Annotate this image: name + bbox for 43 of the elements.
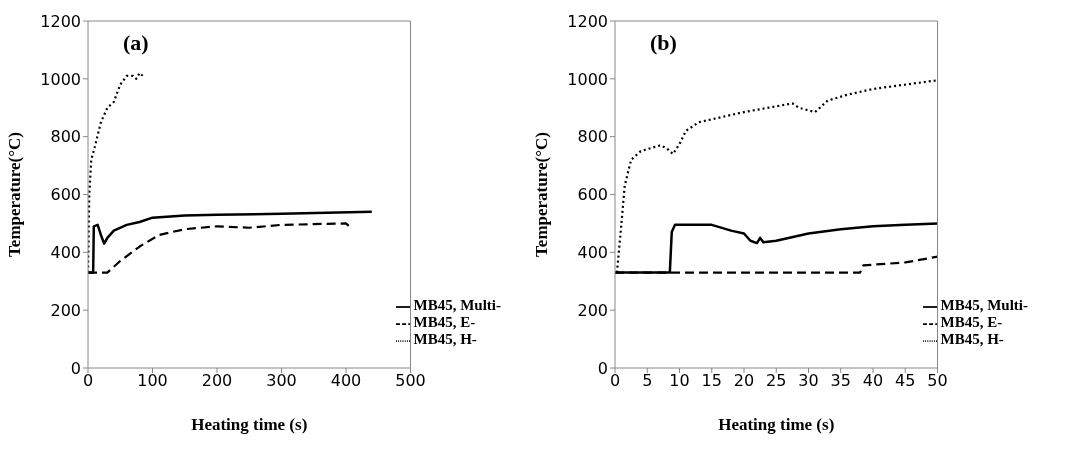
y-tick-label: 1000 bbox=[567, 69, 608, 89]
x-tick-label: 10 bbox=[669, 371, 690, 391]
x-tick-label: 0 bbox=[82, 371, 94, 391]
x-tick-label: 500 bbox=[395, 371, 426, 391]
x-tick-label: 40 bbox=[862, 371, 884, 391]
y-axis-title: Temperature(°C) bbox=[5, 132, 25, 257]
x-tick-label: 25 bbox=[766, 371, 787, 391]
x-tick-label: 5 bbox=[642, 371, 653, 391]
legend-label: MB45, E- bbox=[940, 314, 1003, 330]
y-tick-label: 600 bbox=[577, 185, 608, 205]
y-tick-label: 800 bbox=[50, 127, 81, 147]
y-tick-label: 200 bbox=[577, 300, 608, 320]
y-tick-label: 0 bbox=[597, 358, 608, 378]
x-tick-label: 35 bbox=[830, 371, 851, 391]
y-tick-label: 800 bbox=[577, 127, 608, 147]
y-tick-label: 0 bbox=[70, 358, 81, 378]
x-tick-label: 15 bbox=[701, 371, 722, 391]
x-tick-label: 200 bbox=[201, 371, 233, 391]
x-axis-title: Heating time (s) bbox=[191, 415, 308, 434]
y-tick-label: 1200 bbox=[40, 11, 81, 31]
y-axis-title: Temperature(°C) bbox=[532, 132, 552, 257]
legend-label: MB45, Multi- bbox=[413, 297, 501, 313]
legend-label: MB45, Multi- bbox=[940, 297, 1028, 313]
y-tick-label: 200 bbox=[50, 300, 81, 320]
x-tick-label: 20 bbox=[733, 371, 755, 391]
x-tick-label: 400 bbox=[330, 371, 362, 391]
x-tick-label: 0 bbox=[609, 371, 621, 391]
y-tick-label: 400 bbox=[50, 243, 81, 263]
x-tick-label: 100 bbox=[137, 371, 168, 391]
legend-label: MB45, E- bbox=[413, 314, 476, 330]
y-tick-label: 600 bbox=[50, 185, 81, 205]
legend-label: MB45, H- bbox=[413, 331, 477, 347]
x-tick-label: 300 bbox=[266, 371, 297, 391]
legend-label: MB45, H- bbox=[940, 331, 1004, 347]
x-tick-label: 30 bbox=[798, 371, 819, 391]
y-tick-label: 400 bbox=[577, 243, 608, 263]
x-axis-title: Heating time (s) bbox=[718, 415, 835, 434]
y-tick-label: 1200 bbox=[567, 11, 608, 31]
x-tick-label: 45 bbox=[895, 371, 916, 391]
x-tick-label: 50 bbox=[927, 371, 948, 391]
annotation: (b) bbox=[650, 30, 677, 56]
y-tick-label: 1000 bbox=[40, 69, 81, 89]
annotation: (a) bbox=[123, 30, 149, 56]
